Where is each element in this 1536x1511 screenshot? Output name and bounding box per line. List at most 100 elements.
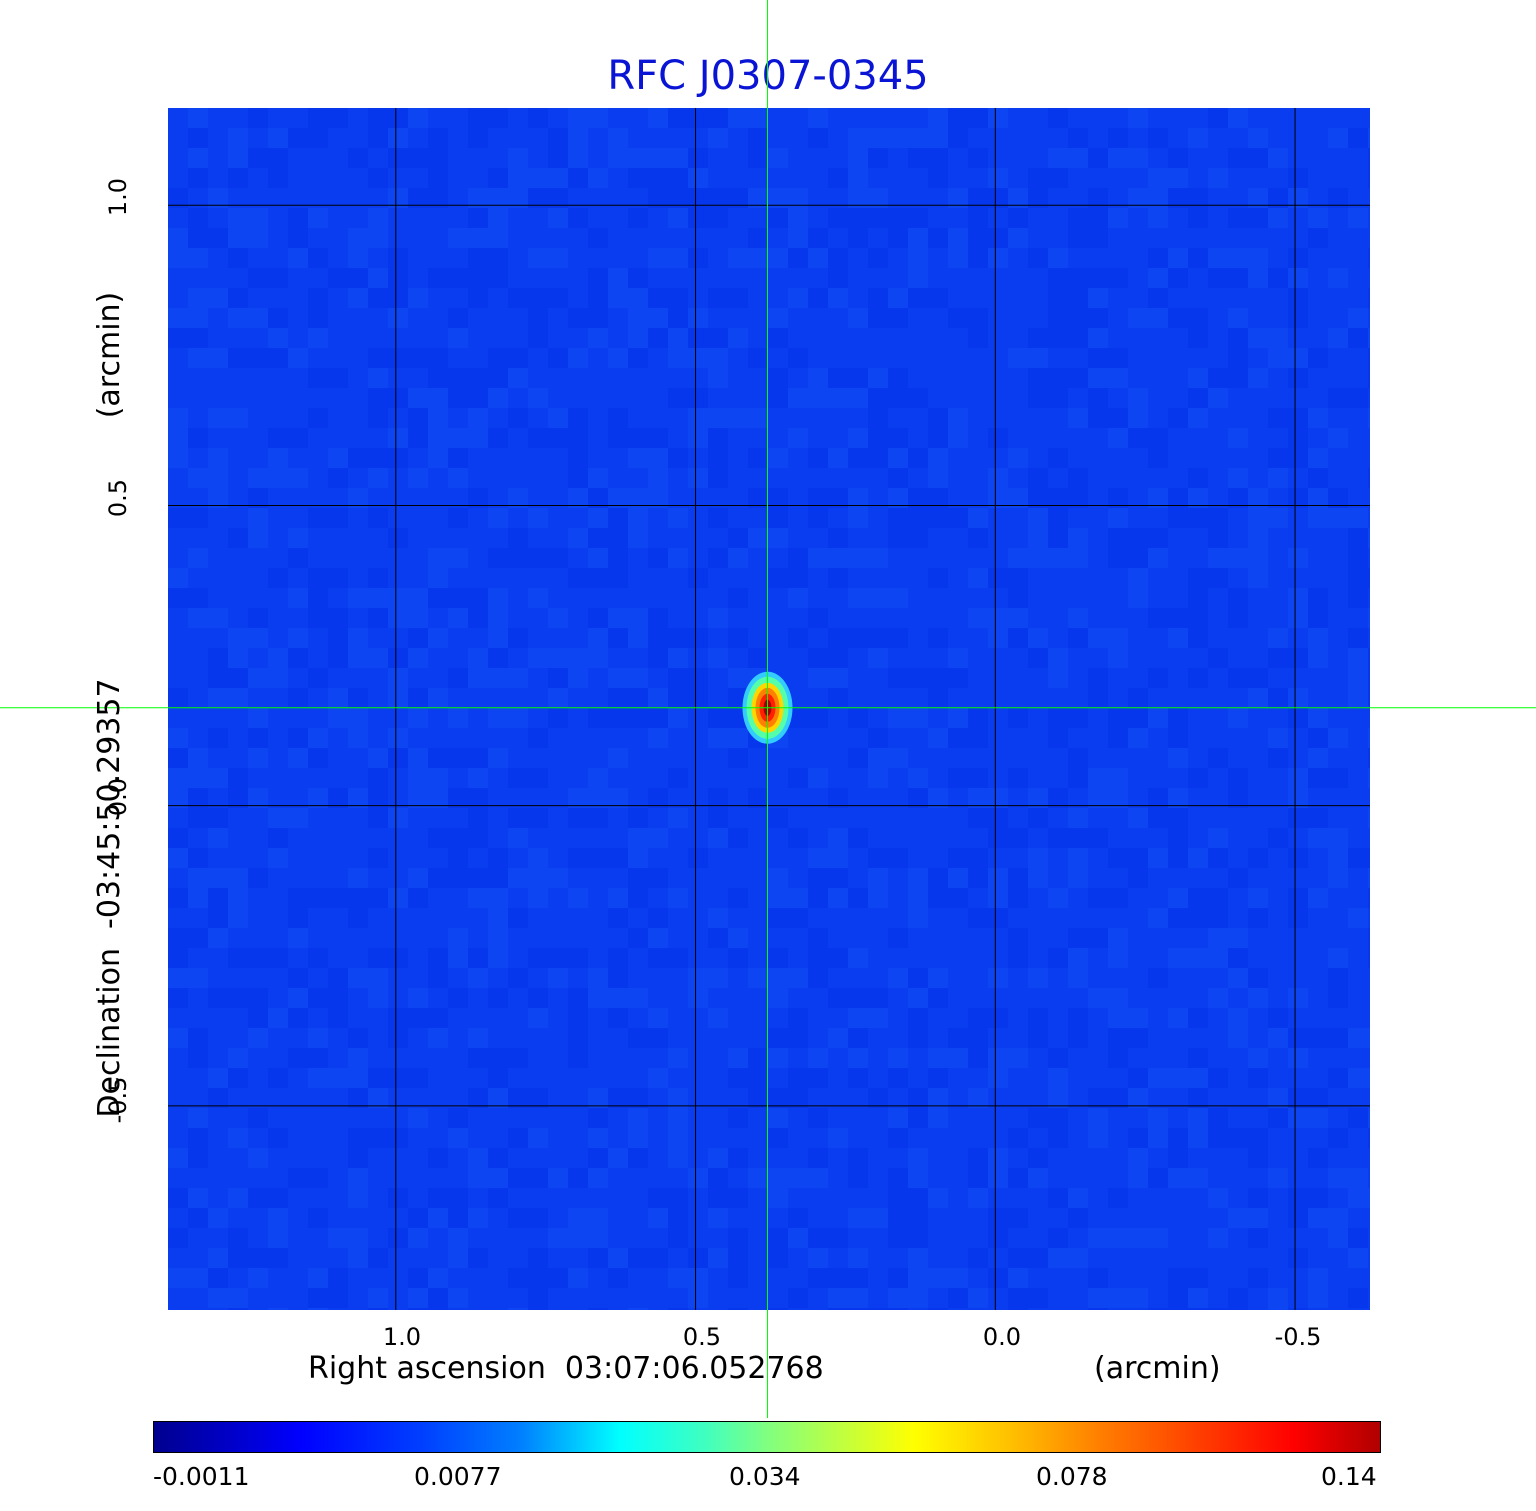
- map-noise-cell: [848, 828, 868, 848]
- map-noise-cell: [908, 1008, 928, 1028]
- map-noise-cell: [1308, 1268, 1328, 1288]
- map-noise-cell: [908, 1288, 928, 1308]
- map-noise-cell: [948, 188, 968, 208]
- map-noise-cell: [328, 888, 348, 908]
- map-noise-cell: [1148, 968, 1168, 988]
- map-noise-cell: [708, 208, 728, 228]
- map-noise-cell: [888, 508, 908, 528]
- map-noise-cell: [1068, 408, 1088, 428]
- map-noise-cell: [428, 268, 448, 288]
- map-noise-cell: [508, 1308, 528, 1310]
- map-noise-cell: [388, 1228, 408, 1248]
- map-noise-cell: [1308, 488, 1328, 508]
- map-noise-cell: [348, 288, 368, 308]
- map-noise-cell: [888, 708, 908, 728]
- map-noise-cell: [1128, 1088, 1148, 1108]
- map-noise-cell: [228, 868, 248, 888]
- map-noise-cell: [1108, 1188, 1128, 1208]
- map-noise-cell: [788, 1088, 808, 1108]
- map-noise-cell: [468, 1088, 488, 1108]
- map-noise-cell: [608, 988, 628, 1008]
- map-noise-cell: [368, 808, 388, 828]
- map-noise-cell: [1288, 368, 1308, 388]
- map-noise-cell: [808, 1228, 828, 1248]
- map-noise-cell: [1028, 1248, 1048, 1268]
- map-noise-cell: [588, 228, 608, 248]
- map-noise-cell: [468, 828, 488, 848]
- map-noise-cell: [1308, 728, 1328, 748]
- map-noise-cell: [1288, 788, 1308, 808]
- map-noise-cell: [1108, 368, 1128, 388]
- map-noise-cell: [268, 668, 288, 688]
- map-noise-cell: [1368, 1188, 1370, 1208]
- map-noise-cell: [1248, 988, 1268, 1008]
- map-noise-cell: [1068, 768, 1088, 788]
- map-noise-cell: [1068, 848, 1088, 868]
- map-noise-cell: [868, 1088, 888, 1108]
- map-noise-cell: [508, 1168, 528, 1188]
- map-noise-cell: [868, 1008, 888, 1028]
- map-noise-cell: [908, 128, 928, 148]
- map-noise-cell: [408, 988, 428, 1008]
- map-noise-cell: [1188, 588, 1208, 608]
- map-noise-cell: [288, 908, 308, 928]
- map-noise-cell: [1208, 508, 1228, 528]
- map-noise-cell: [808, 648, 828, 668]
- map-noise-cell: [1288, 988, 1308, 1008]
- map-noise-cell: [248, 508, 268, 528]
- map-noise-cell: [748, 188, 768, 208]
- map-noise-cell: [1128, 548, 1148, 568]
- map-noise-cell: [708, 368, 728, 388]
- map-noise-cell: [868, 368, 888, 388]
- map-noise-cell: [568, 148, 588, 168]
- map-noise-cell: [1228, 548, 1248, 568]
- map-noise-cell: [528, 1208, 548, 1228]
- map-noise-cell: [1028, 348, 1048, 368]
- map-noise-cell: [568, 1008, 588, 1028]
- map-noise-cell: [928, 1308, 948, 1310]
- map-noise-cell: [848, 628, 868, 648]
- map-noise-cell: [228, 168, 248, 188]
- map-noise-cell: [1148, 528, 1168, 548]
- map-noise-cell: [588, 988, 608, 1008]
- map-noise-cell: [648, 248, 668, 268]
- map-noise-cell: [888, 388, 908, 408]
- map-noise-cell: [1328, 1028, 1348, 1048]
- map-noise-cell: [1048, 948, 1068, 968]
- map-noise-cell: [988, 1068, 1008, 1088]
- map-noise-cell: [1268, 828, 1288, 848]
- map-noise-cell: [1248, 488, 1268, 508]
- map-noise-cell: [788, 768, 808, 788]
- map-noise-cell: [1048, 1088, 1068, 1108]
- map-noise-cell: [1088, 368, 1108, 388]
- map-noise-cell: [1328, 188, 1348, 208]
- map-noise-cell: [948, 1028, 968, 1048]
- map-noise-cell: [1068, 608, 1088, 628]
- map-noise-cell: [608, 1268, 628, 1288]
- map-noise-cell: [888, 488, 908, 508]
- map-noise-cell: [588, 468, 608, 488]
- radio-image-map[interactable]: [168, 108, 1370, 1310]
- map-noise-cell: [708, 648, 728, 668]
- map-noise-cell: [1248, 688, 1268, 708]
- map-noise-cell: [568, 448, 588, 468]
- map-noise-cell: [348, 248, 368, 268]
- map-noise-cell: [1168, 1068, 1188, 1088]
- map-noise-cell: [1288, 688, 1308, 708]
- map-noise-cell: [1308, 808, 1328, 828]
- map-noise-cell: [648, 708, 668, 728]
- map-noise-cell: [428, 588, 448, 608]
- map-noise-cell: [488, 368, 508, 388]
- map-noise-cell: [288, 728, 308, 748]
- map-noise-cell: [1028, 488, 1048, 508]
- map-noise-cell: [928, 128, 948, 148]
- map-noise-cell: [888, 448, 908, 468]
- map-noise-cell: [968, 108, 988, 128]
- map-noise-cell: [828, 448, 848, 468]
- map-noise-cell: [488, 388, 508, 408]
- map-noise-cell: [1168, 188, 1188, 208]
- map-noise-cell: [1108, 528, 1128, 548]
- map-noise-cell: [1128, 408, 1148, 428]
- map-noise-cell: [1048, 308, 1068, 328]
- map-noise-cell: [1348, 388, 1368, 408]
